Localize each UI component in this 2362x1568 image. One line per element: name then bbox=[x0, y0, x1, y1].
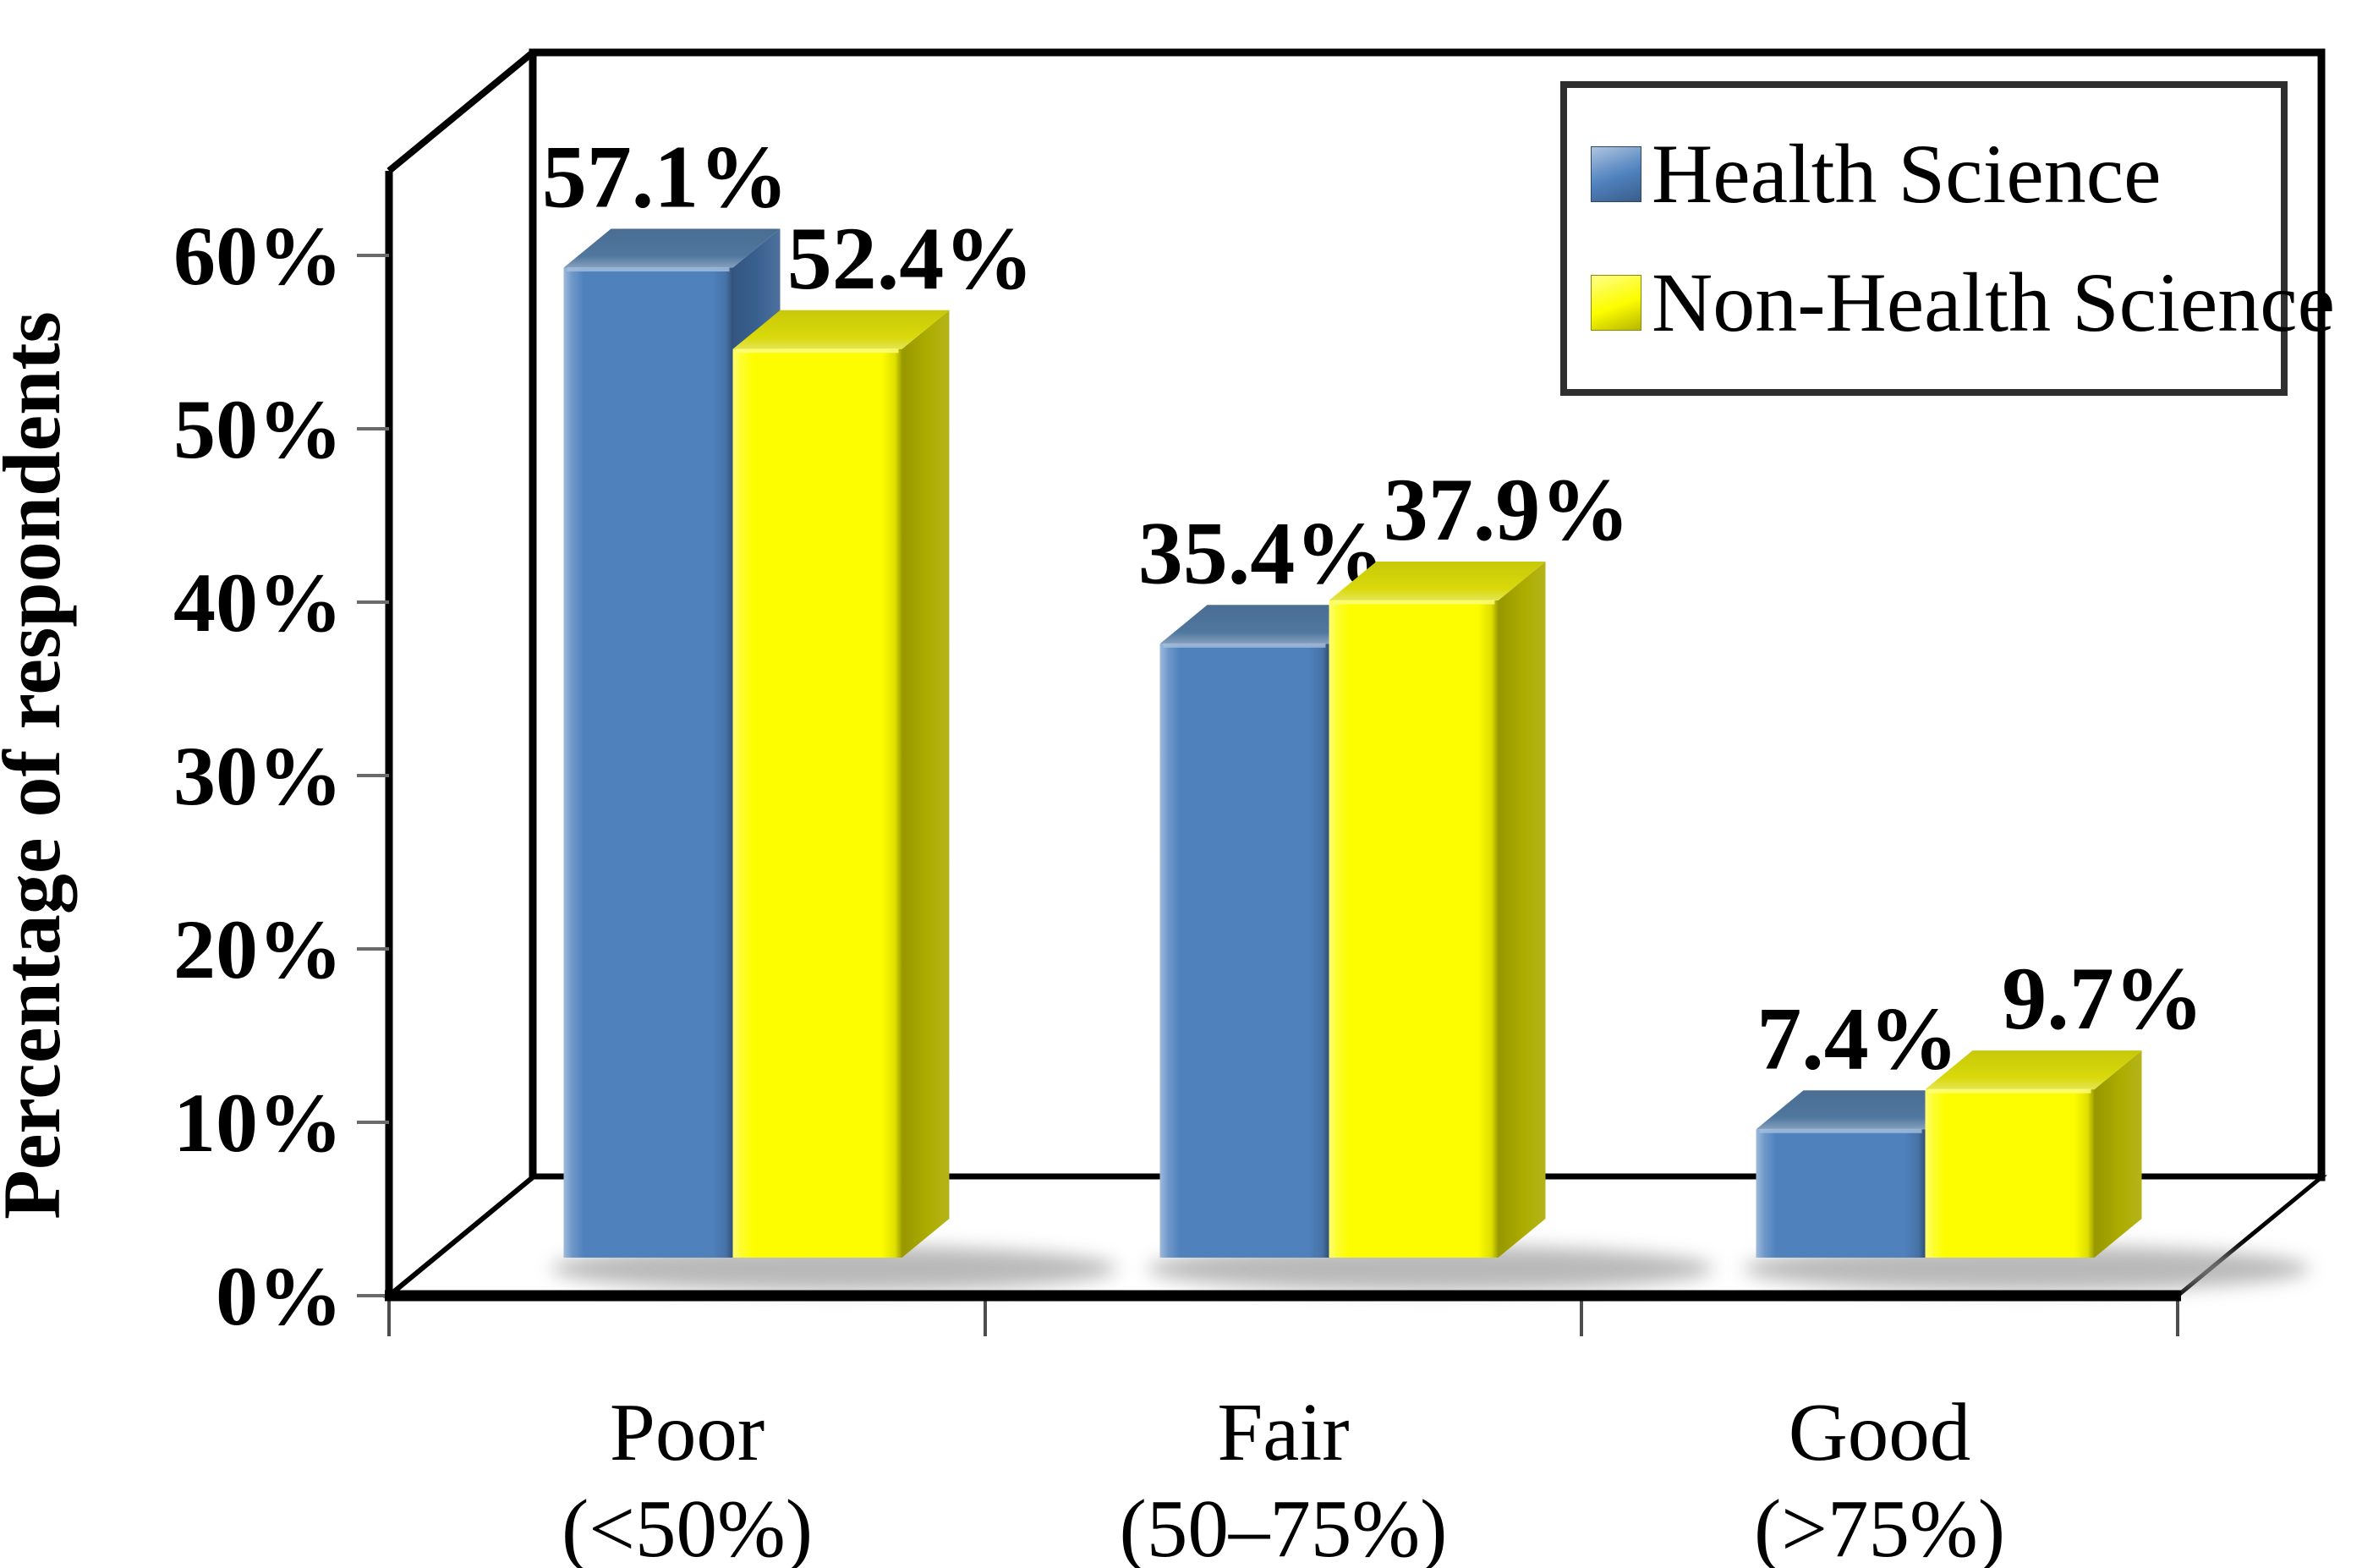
bar-health-science-good-front bbox=[1756, 1129, 1926, 1258]
category-sublabel-fair: (50–75%) bbox=[1120, 1483, 1448, 1568]
bar-non-health-science-poor-front bbox=[732, 348, 902, 1258]
y-tick-label-20: 20% bbox=[173, 902, 343, 996]
legend: Health Science Non-Health Science bbox=[1560, 81, 2335, 396]
y-tick-label-0: 0% bbox=[216, 1249, 343, 1343]
category-label-fair: Fair bbox=[1217, 1387, 1349, 1478]
legend-label-health-science: Health Science bbox=[1652, 127, 2162, 221]
data-label-health-science-fair: 35.4% bbox=[1138, 503, 1385, 602]
left-wall-top-edge bbox=[386, 49, 535, 174]
data-label-non-health-science-good: 9.7% bbox=[2002, 949, 2204, 1048]
data-label-health-science-good: 7.4% bbox=[1756, 989, 1959, 1088]
legend-item-health-science: Health Science bbox=[1591, 132, 2281, 217]
data-label-non-health-science-poor: 52.4% bbox=[787, 209, 1034, 308]
category-label-poor: Poor bbox=[610, 1387, 764, 1478]
bar-non-health-science-good bbox=[1925, 1050, 2142, 1258]
category-sublabel-poor: (<50%) bbox=[562, 1483, 813, 1568]
y-axis-title: Percentage of respondents bbox=[0, 311, 77, 1220]
data-label-health-science-poor: 57.1% bbox=[542, 127, 789, 226]
legend-item-non-health-science: Non-Health Science bbox=[1591, 260, 2335, 345]
legend-marker-health-science-icon bbox=[1591, 146, 1641, 202]
category-label-good: Good bbox=[1789, 1387, 1971, 1478]
bar-health-science-fair-top bbox=[1159, 605, 1377, 644]
bar-non-health-science-fair-side bbox=[1498, 562, 1546, 1258]
bar-health-science-fair-front bbox=[1159, 644, 1329, 1258]
bar-non-health-science-poor-top bbox=[732, 310, 950, 349]
bar-non-health-science-fair bbox=[1329, 562, 1546, 1258]
bar-non-health-science-poor-side bbox=[902, 310, 950, 1258]
y-tick-label-10: 10% bbox=[173, 1076, 343, 1170]
bar-non-health-science-good-front bbox=[1925, 1089, 2095, 1258]
y-tick-label-50: 50% bbox=[173, 382, 343, 476]
y-tick-label-30: 30% bbox=[173, 729, 343, 823]
legend-marker-non-health-science-icon bbox=[1591, 275, 1641, 331]
bar-non-health-science-fair-top bbox=[1329, 562, 1546, 601]
bar-non-health-science-poor bbox=[732, 310, 950, 1258]
bar-non-health-science-good-side bbox=[2094, 1050, 2142, 1258]
y-tick-label-40: 40% bbox=[173, 556, 343, 650]
category-sublabel-good: (>75%) bbox=[1754, 1483, 2005, 1568]
y-tick-label-60: 60% bbox=[173, 209, 343, 303]
left-wall-bottom-edge bbox=[387, 1175, 534, 1298]
legend-label-non-health-science: Non-Health Science bbox=[1652, 255, 2336, 349]
bar-non-health-science-good-top bbox=[1925, 1050, 2142, 1090]
data-label-non-health-science-fair: 37.9% bbox=[1384, 460, 1630, 559]
bar-health-science-poor-front bbox=[563, 267, 733, 1258]
bar-health-science-poor-top bbox=[563, 228, 781, 268]
bar-non-health-science-fair-front bbox=[1329, 600, 1499, 1258]
bar-health-science-good-top bbox=[1756, 1090, 1973, 1130]
